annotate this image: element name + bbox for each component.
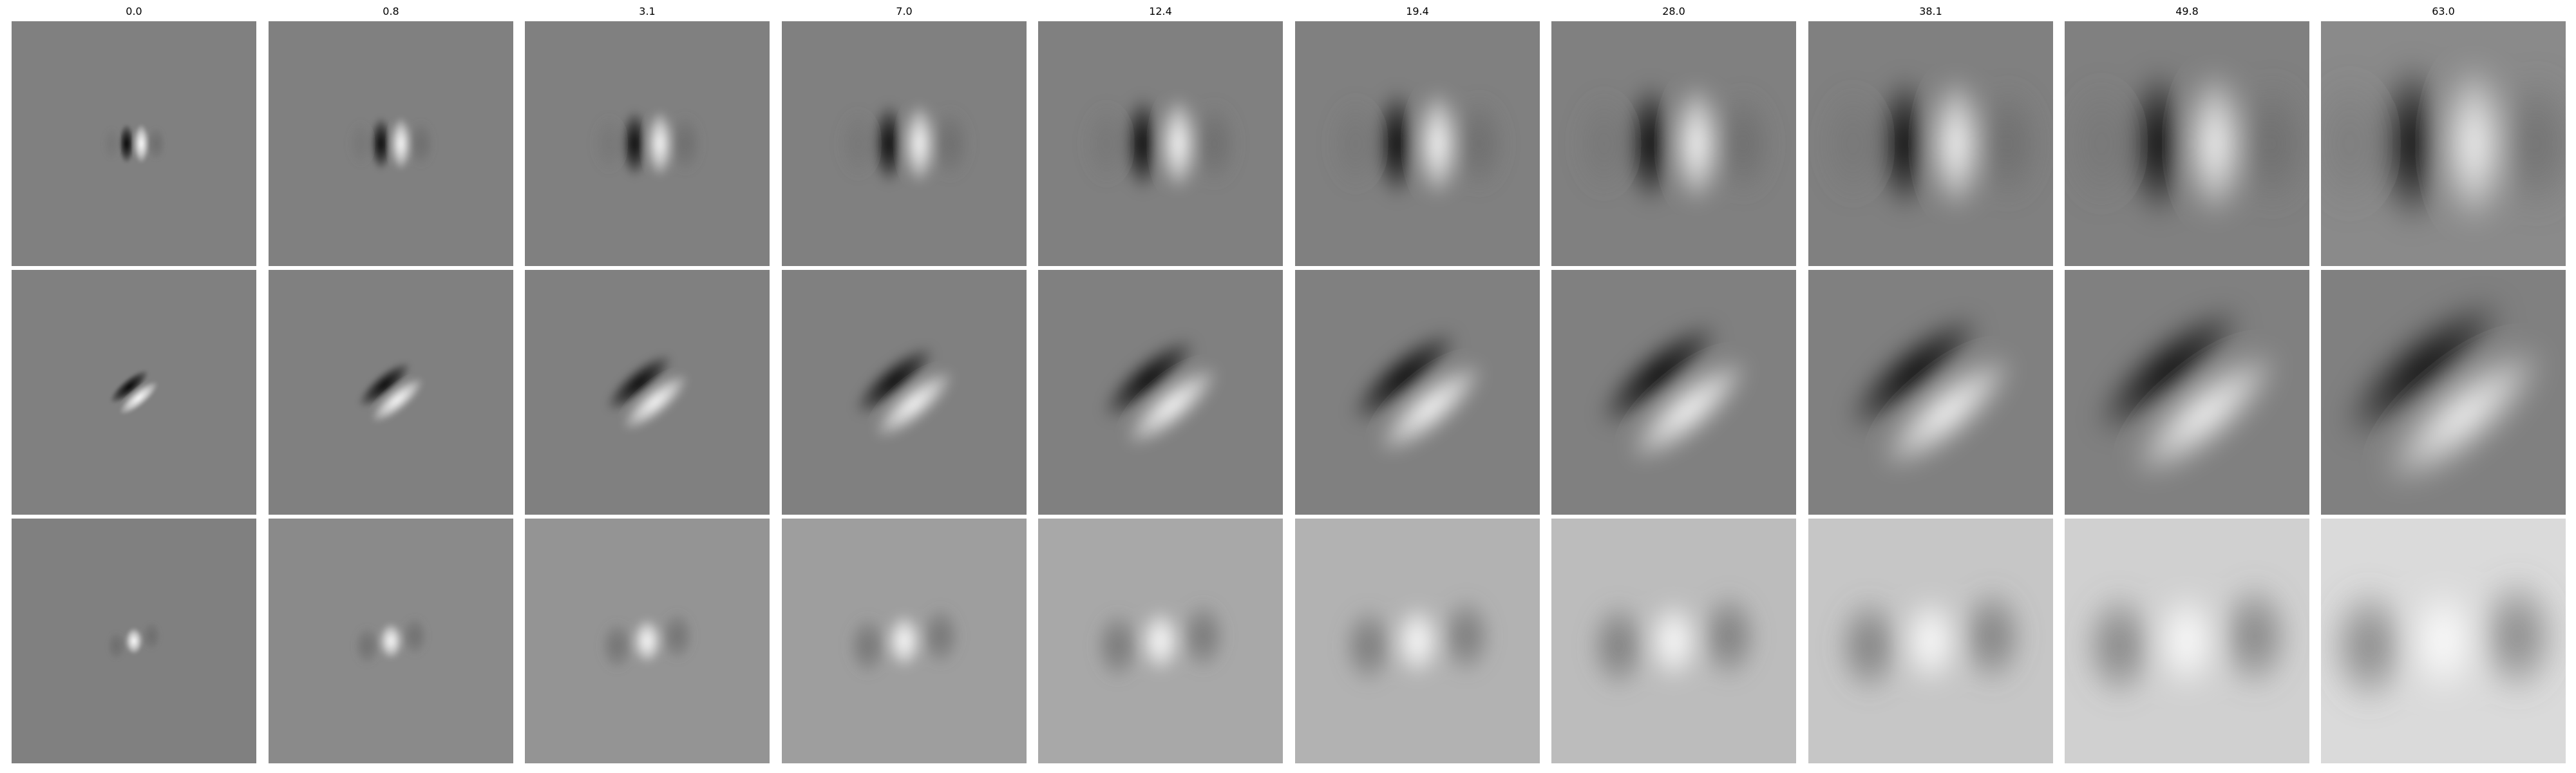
filter-image: [2321, 270, 2566, 515]
filter-image: [12, 519, 256, 763]
column-title: 38.1: [1919, 5, 1942, 17]
column-title: 28.0: [1662, 5, 1685, 17]
column-title: 12.4: [1149, 5, 1172, 17]
column-title: 0.8: [383, 5, 399, 17]
column-title: 0.0: [126, 5, 142, 17]
filter-image: [269, 270, 513, 515]
filter-image: [1808, 270, 2053, 515]
filter-image: [12, 21, 256, 266]
column-title: 7.0: [896, 5, 913, 17]
filter-image: [525, 21, 770, 266]
filter-image: [269, 519, 513, 763]
column-title: 19.4: [1406, 5, 1429, 17]
filter-image: [2065, 519, 2309, 763]
filter-image: [1038, 270, 1283, 515]
column-title: 63.0: [2432, 5, 2455, 17]
filter-image: [2321, 21, 2566, 266]
filter-image: [269, 21, 513, 266]
filter-image: [1551, 270, 1796, 515]
filter-image: [1551, 21, 1796, 266]
filter-image: [1295, 270, 1540, 515]
filter-image: [1808, 519, 2053, 763]
filter-image: [2065, 21, 2309, 266]
filter-image: [1295, 519, 1540, 763]
filter-image: [525, 519, 770, 763]
filter-image: [2065, 270, 2309, 515]
filter-image: [1551, 519, 1796, 763]
filter-image: [782, 519, 1027, 763]
filter-image: [1038, 519, 1283, 763]
filter-image: [782, 21, 1027, 266]
filter-image: [525, 270, 770, 515]
column-title: 49.8: [2175, 5, 2199, 17]
filter-image: [1295, 21, 1540, 266]
filter-image: [2321, 519, 2566, 763]
column-title: 3.1: [639, 5, 656, 17]
filter-image: [12, 270, 256, 515]
filter-image: [1808, 21, 2053, 266]
filter-image: [782, 270, 1027, 515]
filter-image: [1038, 21, 1283, 266]
